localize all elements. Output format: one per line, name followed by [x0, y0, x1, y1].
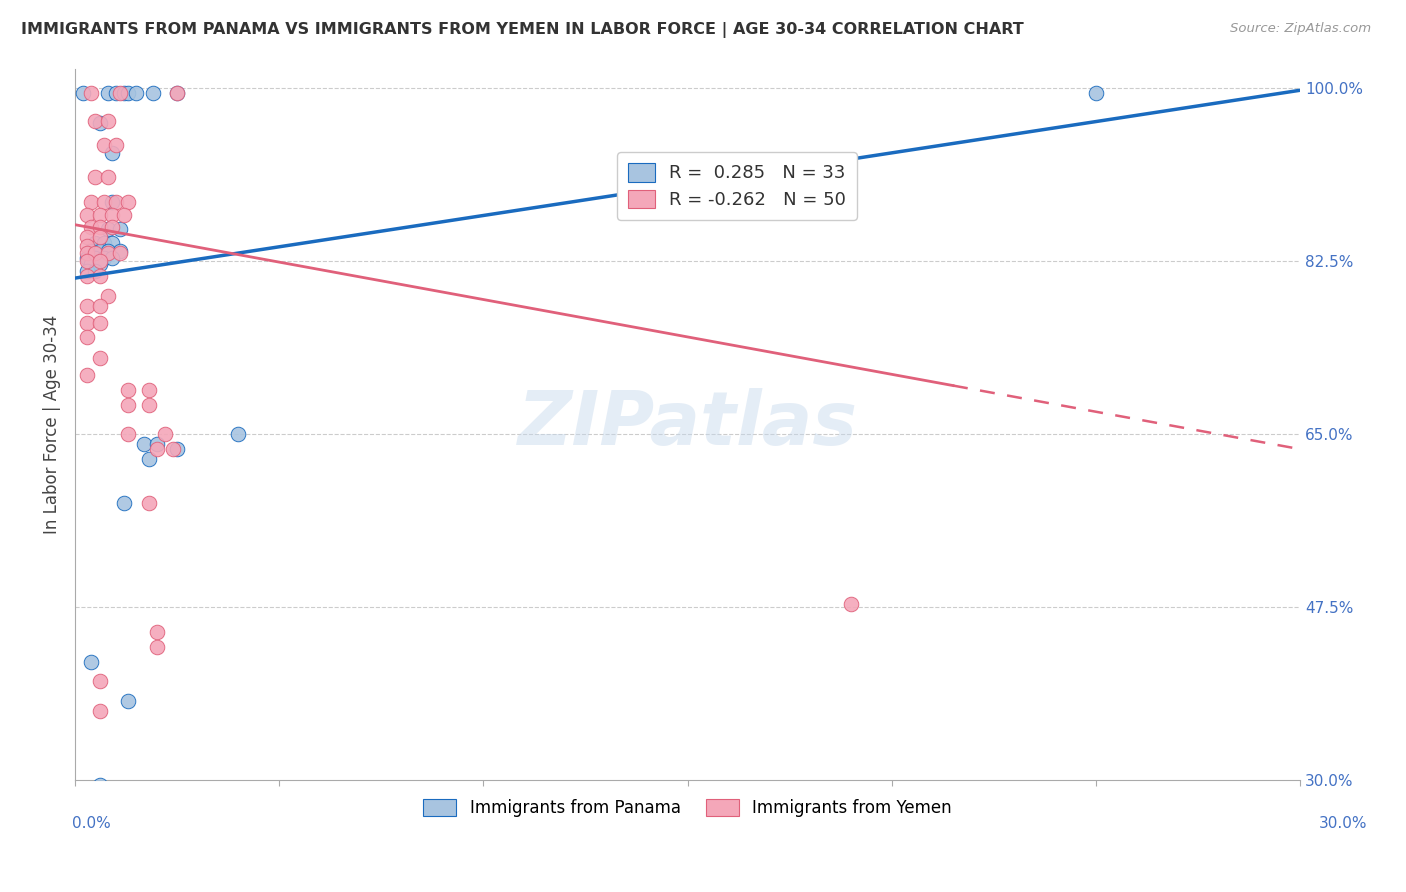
Point [117, 427, 139, 442]
Point [100, 208, 122, 222]
Point [138, 383, 160, 397]
Point [117, 694, 139, 708]
Point [134, 437, 156, 451]
Point [89, 778, 111, 792]
Point [76, 254, 98, 268]
Point [89, 269, 111, 284]
Point [108, 244, 131, 259]
Point [97, 244, 120, 259]
Point [76, 299, 98, 313]
Point [138, 452, 160, 467]
Point [138, 398, 160, 412]
Point [93, 252, 115, 266]
Point [93, 194, 115, 209]
Point [89, 116, 111, 130]
Y-axis label: In Labor Force | Age 30-34: In Labor Force | Age 30-34 [44, 315, 60, 534]
Point [76, 208, 98, 222]
Point [93, 137, 115, 152]
Point [117, 383, 139, 397]
Point [117, 805, 139, 819]
Point [80, 244, 103, 259]
Point [108, 87, 131, 101]
Point [89, 254, 111, 268]
Point [76, 229, 98, 244]
Point [104, 194, 127, 209]
Point [97, 221, 120, 235]
Point [89, 219, 111, 234]
Point [100, 194, 122, 209]
Text: 0.0%: 0.0% [72, 816, 111, 831]
Point [89, 208, 111, 222]
Point [76, 316, 98, 330]
Point [145, 640, 167, 654]
Point [89, 704, 111, 718]
Point [117, 87, 139, 101]
Point [80, 219, 103, 234]
Point [80, 194, 103, 209]
Point [89, 316, 111, 330]
Point [108, 221, 131, 235]
Point [97, 246, 120, 260]
Point [112, 496, 135, 510]
Text: ZIPatlas: ZIPatlas [517, 388, 858, 461]
Point [166, 87, 188, 101]
Point [117, 194, 139, 209]
Point [76, 330, 98, 344]
Point [76, 264, 98, 278]
Point [104, 137, 127, 152]
Point [76, 252, 98, 266]
Point [97, 170, 120, 185]
Point [117, 398, 139, 412]
Point [84, 264, 107, 278]
Point [89, 299, 111, 313]
Point [112, 87, 135, 101]
Point [100, 252, 122, 266]
Point [228, 427, 250, 442]
Point [100, 236, 122, 251]
Text: Source: ZipAtlas.com: Source: ZipAtlas.com [1230, 22, 1371, 36]
Point [145, 442, 167, 457]
Point [84, 170, 107, 185]
Legend: Immigrants from Panama, Immigrants from Yemen: Immigrants from Panama, Immigrants from … [415, 790, 960, 825]
Point [97, 114, 120, 128]
Point [72, 87, 94, 101]
Point [89, 674, 111, 689]
Text: IMMIGRANTS FROM PANAMA VS IMMIGRANTS FROM YEMEN IN LABOR FORCE | AGE 30-34 CORRE: IMMIGRANTS FROM PANAMA VS IMMIGRANTS FRO… [21, 22, 1024, 38]
Point [76, 269, 98, 284]
Point [142, 87, 165, 101]
Point [145, 625, 167, 640]
Point [89, 229, 111, 244]
Point [104, 87, 127, 101]
Point [84, 252, 107, 266]
Point [1084, 87, 1107, 101]
Point [89, 257, 111, 271]
Point [93, 236, 115, 251]
Point [84, 236, 107, 251]
Point [84, 246, 107, 260]
Point [80, 655, 103, 669]
Point [125, 87, 148, 101]
Point [97, 289, 120, 303]
Point [153, 427, 176, 442]
Text: 30.0%: 30.0% [1319, 816, 1367, 831]
Point [97, 87, 120, 101]
Point [100, 219, 122, 234]
Point [112, 208, 135, 222]
Point [839, 598, 862, 612]
Point [76, 246, 98, 260]
Point [84, 114, 107, 128]
Point [100, 145, 122, 160]
Point [80, 257, 103, 271]
Point [145, 437, 167, 451]
Point [89, 244, 111, 259]
Point [138, 496, 160, 510]
Point [80, 87, 103, 101]
Point [108, 246, 131, 260]
Point [76, 368, 98, 382]
Point [162, 442, 184, 457]
Point [166, 87, 188, 101]
Point [76, 239, 98, 253]
Point [166, 442, 188, 457]
Point [89, 351, 111, 366]
